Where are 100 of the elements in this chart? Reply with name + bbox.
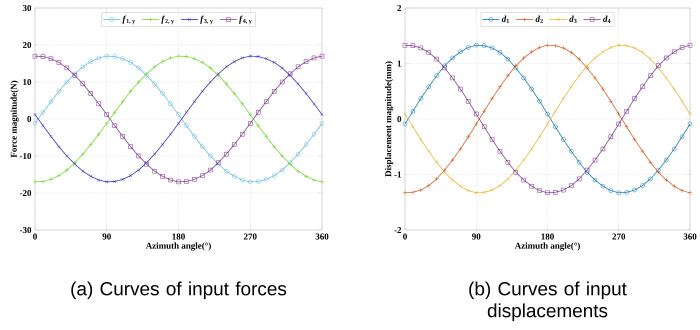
point <box>89 174 92 178</box>
point <box>616 112 622 116</box>
x-tick-label: 180 <box>172 234 185 240</box>
y-tick-label: 1 <box>398 60 402 66</box>
point <box>545 42 550 48</box>
point <box>514 63 518 68</box>
point <box>48 177 54 182</box>
point <box>224 168 229 174</box>
point <box>680 134 684 140</box>
point <box>561 46 566 50</box>
legend-label: f$_{3, y}$ <box>200 16 213 24</box>
point <box>168 102 173 106</box>
legend-label: f$_{4, y}$ <box>239 16 252 24</box>
point <box>537 188 542 193</box>
point <box>584 168 590 172</box>
point <box>514 170 518 175</box>
point <box>112 110 117 115</box>
x-tick-label: 360 <box>684 234 696 240</box>
point <box>617 44 620 47</box>
y-tick-label: -10 <box>20 152 32 160</box>
point <box>104 112 109 117</box>
point <box>458 146 463 152</box>
point <box>168 56 173 60</box>
point <box>632 137 637 142</box>
point <box>672 87 676 91</box>
point <box>569 183 574 188</box>
point <box>256 110 260 115</box>
point <box>192 100 196 104</box>
point <box>561 188 566 192</box>
point <box>304 92 308 96</box>
point <box>280 66 284 70</box>
point <box>616 122 622 126</box>
point <box>648 160 653 165</box>
point <box>545 112 550 116</box>
point <box>240 132 245 136</box>
point <box>576 160 582 165</box>
point <box>490 188 494 192</box>
point <box>152 168 157 174</box>
point <box>200 144 205 149</box>
text: (a) Curves of input forces <box>71 282 286 300</box>
point <box>482 190 486 194</box>
point <box>466 134 471 140</box>
point <box>498 184 502 188</box>
point <box>80 152 86 156</box>
text: (b) Curves of input displacements <box>469 282 627 322</box>
point <box>129 174 132 178</box>
point <box>570 85 573 88</box>
y-tick-label: 20 <box>22 42 32 48</box>
point <box>200 90 204 93</box>
point <box>466 99 471 104</box>
point <box>256 179 260 184</box>
point <box>280 168 284 172</box>
x-tick-label: 90 <box>472 234 480 240</box>
legend-label: f$_{1, y}$ <box>122 16 136 24</box>
point <box>514 168 518 172</box>
point <box>248 54 252 58</box>
point <box>450 158 455 162</box>
legend-label: f$_{2, y}$ <box>161 16 174 24</box>
point <box>184 179 189 184</box>
point <box>585 64 589 68</box>
point <box>80 64 86 70</box>
point <box>434 73 439 78</box>
y-tick-label: -2 <box>394 227 402 233</box>
point <box>136 80 141 84</box>
point <box>88 91 94 96</box>
point <box>592 178 598 182</box>
point <box>522 158 526 162</box>
point <box>616 190 622 196</box>
point <box>312 178 316 182</box>
point <box>648 73 653 78</box>
point <box>49 134 53 138</box>
point <box>608 134 614 140</box>
point <box>120 56 125 61</box>
point <box>490 137 494 142</box>
point <box>418 46 424 50</box>
point <box>304 59 308 64</box>
point <box>600 184 606 188</box>
point <box>200 173 205 178</box>
point <box>312 132 316 136</box>
y-axis-title: Force magnitude(N) <box>10 80 19 158</box>
legend-label: d$_{4}$ <box>603 16 610 23</box>
point <box>680 188 684 193</box>
point <box>474 191 478 194</box>
point <box>482 124 486 130</box>
point <box>232 91 237 96</box>
point <box>458 184 462 188</box>
y-tick-label: -1 <box>394 172 402 178</box>
legend-label: d$_{1}$ <box>502 16 509 23</box>
point <box>320 54 324 58</box>
point <box>537 99 542 104</box>
point <box>530 147 534 151</box>
point <box>128 60 133 65</box>
point <box>192 177 197 182</box>
point <box>569 148 574 154</box>
point <box>232 174 237 179</box>
point <box>56 89 62 94</box>
point <box>514 66 518 70</box>
point <box>56 173 62 178</box>
point <box>160 59 165 64</box>
point <box>97 178 100 182</box>
